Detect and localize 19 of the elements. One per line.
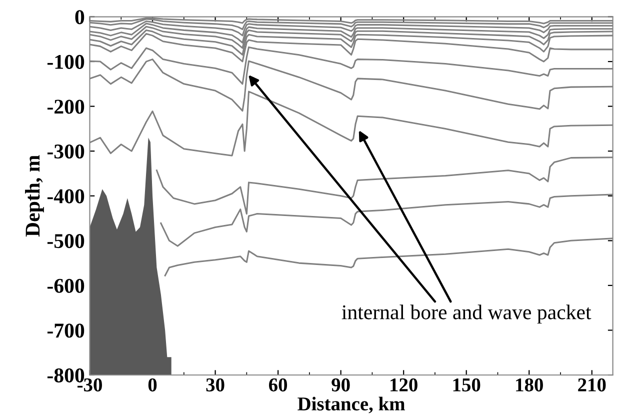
y-tick-label: -400 — [47, 189, 84, 204]
y-tick-label: -100 — [47, 54, 84, 69]
y-axis-title: Depth, m — [25, 155, 44, 237]
x-tick-label: 0 — [148, 378, 157, 392]
x-tick-label: 60 — [269, 378, 288, 392]
y-tick-label: -600 — [47, 278, 84, 293]
y-tick-label: -300 — [47, 144, 84, 159]
x-tick-label: 120 — [390, 378, 418, 392]
x-tick-label: 210 — [578, 378, 606, 392]
annotation: internal bore and wave packet — [342, 304, 592, 324]
x-tick-label: 150 — [453, 378, 480, 392]
x-tick-label: 90 — [332, 378, 350, 392]
y-tick-label: -500 — [47, 234, 84, 248]
y-tick-label: 0 — [75, 10, 84, 24]
x-tick-label: 180 — [516, 378, 543, 392]
x-tick-label: 30 — [206, 378, 224, 392]
x-axis-title: Distance, km — [298, 396, 405, 414]
y-tick-label: -700 — [47, 324, 84, 338]
y-tick-label: -200 — [47, 100, 84, 114]
